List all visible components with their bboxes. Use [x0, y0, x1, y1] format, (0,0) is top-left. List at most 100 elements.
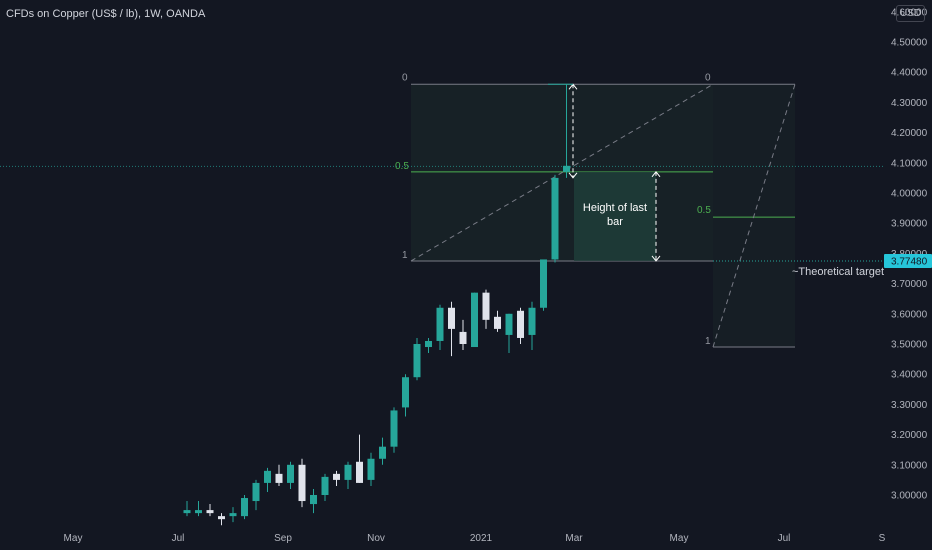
candle	[229, 507, 237, 523]
arrow-head-down	[651, 255, 661, 262]
candle-body	[229, 513, 237, 517]
candle-body	[402, 377, 409, 408]
candle	[528, 301, 536, 351]
x-tick-label: Mar	[565, 533, 583, 544]
fib-lower-label-0: 0	[705, 72, 711, 83]
candle	[344, 461, 352, 489]
fib-lower-label-05: 0.5	[697, 205, 711, 216]
y-tick-label: 4.20000	[891, 128, 928, 139]
candle-body	[344, 464, 352, 480]
x-tick-label: Jul	[778, 533, 791, 544]
current-price-badge	[884, 254, 932, 269]
current-price-label: 3.77480	[891, 257, 928, 268]
annotation-text-line-2: bar	[607, 216, 623, 228]
candle	[218, 513, 225, 526]
x-tick-label: Nov	[367, 533, 385, 544]
candle	[367, 452, 375, 486]
y-tick-label: 4.10000	[891, 158, 928, 169]
candle-body	[471, 292, 478, 348]
candle-body	[252, 482, 260, 502]
candle	[298, 458, 306, 508]
candle-body	[551, 177, 559, 260]
candle-body	[448, 307, 455, 329]
candle-body	[379, 446, 386, 459]
candle	[287, 461, 294, 489]
candle-body	[482, 292, 490, 320]
candle-body	[241, 498, 248, 517]
candle-body	[218, 516, 225, 520]
y-tick-label: 3.40000	[891, 370, 928, 381]
y-tick-label: 4.50000	[891, 38, 928, 49]
candle-body	[494, 316, 501, 329]
candles-layer	[183, 84, 570, 526]
candle	[551, 174, 559, 263]
x-tick-label: 2021	[470, 533, 493, 544]
candle-body	[183, 510, 191, 514]
y-tick-label: 3.50000	[891, 340, 928, 351]
height-box[interactable]	[574, 171, 656, 261]
price-axis[interactable]: 3.00000 3.10000 3.20000 3.30000 3.40000 3.500…	[884, 7, 932, 502]
candle	[356, 434, 363, 483]
y-tick-label: 3.90000	[891, 219, 928, 230]
fib-label-0: 0	[402, 72, 408, 83]
candle	[275, 464, 283, 486]
candle-body	[310, 495, 317, 505]
time-axis[interactable]: May Jul Sep Nov 2021 Mar May Jul S	[64, 533, 886, 544]
fib-lower-trend-line[interactable]	[712, 84, 796, 348]
candle	[471, 292, 478, 348]
candle	[183, 501, 191, 517]
candle	[264, 467, 271, 492]
y-tick-label: 3.70000	[891, 279, 928, 290]
candle	[413, 337, 421, 381]
candle	[436, 304, 444, 351]
candle-body	[333, 473, 340, 480]
candle-body	[287, 464, 294, 483]
fib-label-1: 1	[402, 250, 408, 261]
fib-lower-label-1: 1	[705, 336, 711, 347]
annotation-text-line-1: Height of last	[583, 202, 647, 214]
candle	[252, 479, 260, 511]
x-tick-label: May	[64, 533, 83, 544]
candle-body	[321, 476, 329, 495]
candle-body	[517, 310, 524, 338]
fib-trend-line[interactable]	[410, 83, 714, 262]
candle	[310, 488, 317, 514]
annotation-layer[interactable]: Height of last bar ~Theoretical target	[548, 83, 884, 278]
candle	[390, 407, 398, 453]
candle-body	[425, 340, 432, 348]
y-tick-label: 3.30000	[891, 400, 928, 411]
y-tick-label: 4.40000	[891, 68, 928, 79]
candle-body	[505, 313, 513, 335]
candle-body	[298, 464, 306, 502]
theoretical-target-label: ~Theoretical target	[792, 266, 884, 278]
candle	[425, 337, 432, 354]
candle-body	[413, 344, 421, 378]
arrow-head-up	[651, 171, 661, 178]
candle-body	[528, 307, 536, 335]
candle	[321, 473, 329, 502]
candle	[241, 495, 248, 520]
candle	[505, 313, 513, 354]
candle-body	[390, 410, 398, 447]
candle	[379, 437, 386, 465]
candle	[563, 84, 570, 178]
y-tick-label: 4.60000	[891, 7, 928, 18]
candle-body	[206, 510, 214, 514]
symbol-title[interactable]: CFDs on Copper (US$ / lb), 1W, OANDA	[6, 8, 206, 20]
candle	[206, 504, 214, 517]
x-tick-label: S	[879, 533, 886, 544]
candle	[195, 501, 202, 517]
candle	[482, 289, 490, 329]
y-tick-label: 3.00000	[891, 491, 928, 502]
x-tick-label: May	[670, 533, 689, 544]
candle-body	[540, 259, 547, 308]
candle-body	[436, 307, 444, 341]
y-tick-label: 3.60000	[891, 309, 928, 320]
candle	[402, 374, 409, 417]
candle-body	[459, 331, 467, 344]
candle	[540, 259, 547, 311]
candle	[333, 470, 340, 486]
currency-badge[interactable]: USD	[896, 5, 926, 22]
